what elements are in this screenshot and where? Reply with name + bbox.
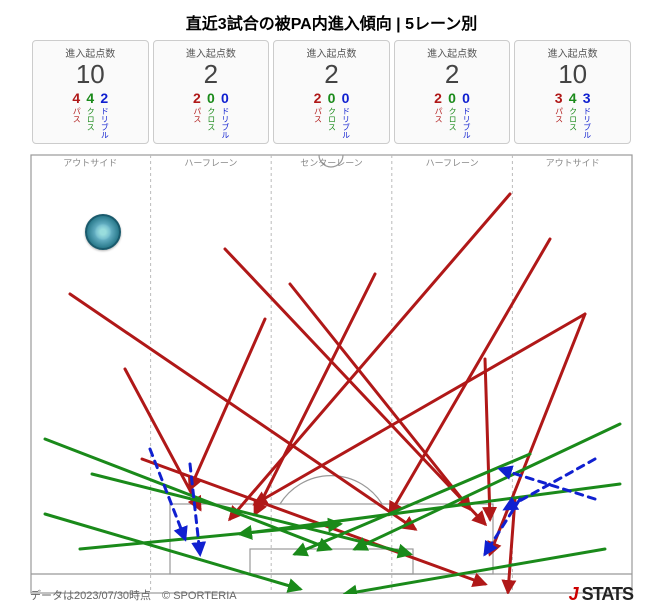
breakdown-label: ドリブル bbox=[100, 107, 108, 139]
pitch-svg bbox=[30, 154, 633, 594]
breakdown-num: 0 bbox=[342, 91, 350, 105]
chart-title: 直近3試合の被PA内進入傾向 | 5レーン別 bbox=[0, 0, 663, 40]
lane-stat: 進入起点数10 3 パス 4 クロス 3 ドリブル bbox=[514, 40, 631, 144]
lane-stat-breakdown: 2 パス 0 クロス 0 ドリブル bbox=[397, 91, 508, 139]
breakdown-num: 4 bbox=[72, 91, 80, 105]
arrow-pass bbox=[70, 294, 415, 529]
breakdown-num: 2 bbox=[314, 91, 322, 105]
breakdown-label: パス bbox=[434, 107, 442, 123]
breakdown-pass: 2 パス bbox=[434, 91, 442, 139]
breakdown-dribble: 2 ドリブル bbox=[100, 91, 108, 139]
arrow-pass bbox=[490, 314, 585, 554]
breakdown-label: ドリブル bbox=[341, 107, 349, 139]
arrow-pass bbox=[230, 194, 510, 519]
lane-stat-label: 進入起点数 bbox=[276, 45, 387, 60]
lane-stat-breakdown: 3 パス 4 クロス 3 ドリブル bbox=[517, 91, 628, 139]
breakdown-num: 0 bbox=[462, 91, 470, 105]
lane-names-row: アウトサイドハーフレーンセンターレーンハーフレーンアウトサイド bbox=[30, 156, 633, 169]
lane-stat-total: 2 bbox=[276, 60, 387, 89]
lane-stat-total: 10 bbox=[35, 60, 146, 89]
lane-stat: 進入起点数22パス0クロス0ドリブル bbox=[273, 40, 390, 144]
lane-stat-breakdown: 2 パス 0 クロス 0 ドリブル bbox=[156, 91, 267, 139]
breakdown-num: 4 bbox=[569, 91, 577, 105]
breakdown-dribble: 0 ドリブル bbox=[462, 91, 470, 139]
lane-stat-label: 進入起点数 bbox=[397, 45, 508, 60]
breakdown-label: クロス bbox=[207, 107, 215, 131]
lane-name: アウトサイド bbox=[30, 156, 151, 169]
breakdown-dribble: 0 ドリブル bbox=[341, 91, 349, 139]
breakdown-num: 2 bbox=[100, 91, 108, 105]
breakdown-num: 0 bbox=[207, 91, 215, 105]
breakdown-num: 4 bbox=[86, 91, 94, 105]
breakdown-num: 2 bbox=[193, 91, 201, 105]
breakdown-label: ドリブル bbox=[221, 107, 229, 139]
breakdown-num: 0 bbox=[328, 91, 336, 105]
chart-container: 直近3試合の被PA内進入傾向 | 5レーン別 進入起点数104パス4クロス2ドリ… bbox=[0, 0, 663, 611]
footer: データは2023/07/30時点 © SPORTERIA J STATS bbox=[0, 584, 663, 605]
breakdown-pass: 4 パス bbox=[72, 91, 80, 139]
breakdown-cross: 0 クロス bbox=[207, 91, 215, 139]
breakdown-dribble: 0 ドリブル bbox=[221, 91, 229, 139]
breakdown-pass: 2 パス bbox=[193, 91, 201, 139]
breakdown-cross: 4 クロス bbox=[569, 91, 577, 139]
footer-text: データは2023/07/30時点 © SPORTERIA bbox=[30, 587, 237, 603]
breakdown-dribble: 3 ドリブル bbox=[583, 91, 591, 139]
logo-rest: STATS bbox=[578, 584, 633, 604]
arrow-cross bbox=[45, 514, 300, 589]
lane-stat-breakdown: 4 パス 4 クロス 2 ドリブル bbox=[35, 91, 146, 139]
arrow-cross bbox=[240, 484, 620, 534]
lane-stat-label: 進入起点数 bbox=[517, 45, 628, 60]
breakdown-label: クロス bbox=[569, 107, 577, 131]
breakdown-pass: 3 パス bbox=[555, 91, 563, 139]
breakdown-pass: 2 パス bbox=[313, 91, 321, 139]
lane-stat: 進入起点数10 4 パス 4 クロス 2 ドリブル bbox=[32, 40, 149, 144]
lane-stat-total: 10 bbox=[517, 60, 628, 89]
breakdown-label: パス bbox=[555, 107, 563, 123]
team-badge bbox=[85, 214, 121, 250]
breakdown-cross: 0 クロス bbox=[448, 91, 456, 139]
lane-name: ハーフレーン bbox=[392, 156, 513, 169]
lane-stats-row: 進入起点数104パス4クロス2ドリブル進入起点数22パス0クロス0ドリブル進入起… bbox=[0, 40, 663, 148]
breakdown-label: パス bbox=[193, 107, 201, 123]
breakdown-num: 3 bbox=[555, 91, 563, 105]
lane-stat-label: 進入起点数 bbox=[156, 45, 267, 60]
arrow-pass bbox=[390, 239, 550, 514]
arrow-pass bbox=[225, 249, 485, 524]
breakdown-label: ドリブル bbox=[583, 107, 591, 139]
pitch-wrap: アウトサイドハーフレーンセンターレーンハーフレーンアウトサイド bbox=[30, 154, 633, 594]
breakdown-num: 0 bbox=[448, 91, 456, 105]
breakdown-label: クロス bbox=[86, 107, 94, 131]
lane-name: アウトサイド bbox=[512, 156, 633, 169]
breakdown-label: ドリブル bbox=[462, 107, 470, 139]
arrow-pass bbox=[125, 369, 200, 509]
breakdown-label: パス bbox=[72, 107, 80, 123]
arrow-pass bbox=[255, 314, 585, 504]
breakdown-num: 0 bbox=[221, 91, 229, 105]
lane-name: ハーフレーン bbox=[151, 156, 272, 169]
lane-stat-label: 進入起点数 bbox=[35, 45, 146, 60]
logo-j: J bbox=[569, 584, 578, 604]
lane-name: センターレーン bbox=[271, 156, 392, 169]
lane-stat-total: 2 bbox=[156, 60, 267, 89]
breakdown-label: クロス bbox=[448, 107, 456, 131]
breakdown-label: パス bbox=[313, 107, 321, 123]
arrow-pass bbox=[485, 359, 490, 519]
breakdown-cross: 4 クロス bbox=[86, 91, 94, 139]
breakdown-num: 3 bbox=[583, 91, 591, 105]
arrow-pass bbox=[190, 319, 265, 489]
breakdown-cross: 0 クロス bbox=[327, 91, 335, 139]
breakdown-label: クロス bbox=[327, 107, 335, 131]
breakdown-num: 2 bbox=[434, 91, 442, 105]
lane-stat-breakdown: 2 パス 0 クロス 0 ドリブル bbox=[276, 91, 387, 139]
lane-stat: 進入起点数22パス0クロス0ドリブル bbox=[394, 40, 511, 144]
lane-stat-total: 2 bbox=[397, 60, 508, 89]
stats-logo: J STATS bbox=[569, 584, 633, 605]
lane-stat: 進入起点数22パス0クロス0ドリブル bbox=[153, 40, 270, 144]
